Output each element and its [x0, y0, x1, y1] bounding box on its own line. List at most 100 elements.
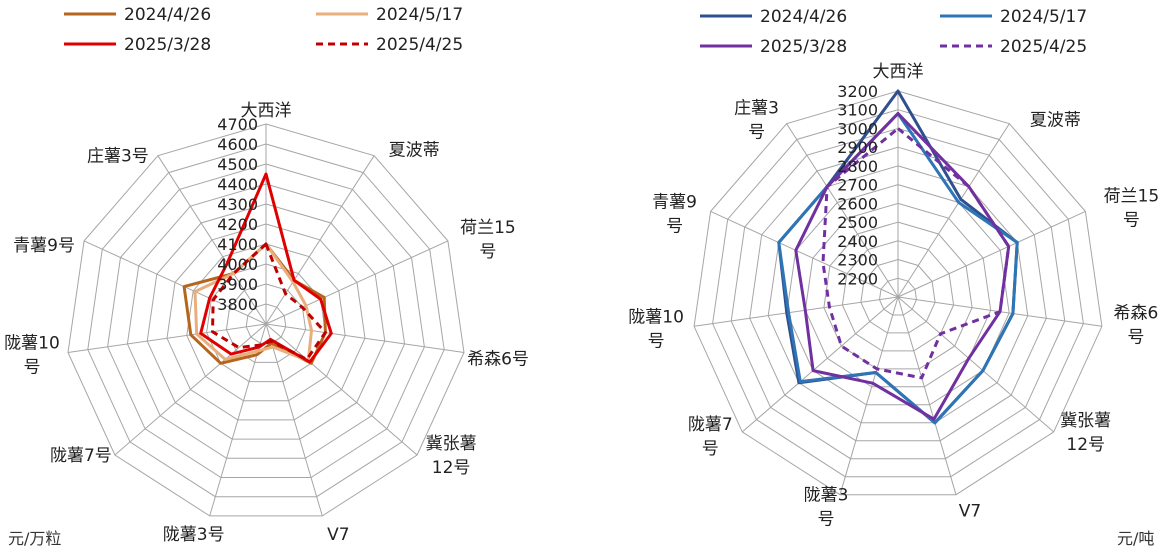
spoke-line	[265, 323, 418, 456]
category-label: 陇薯7号	[50, 446, 112, 466]
spoke-line	[265, 323, 465, 353]
grid-ring	[786, 184, 1010, 406]
grid-ring	[87, 143, 445, 498]
category-label: V7	[959, 502, 981, 522]
spoke-line	[786, 123, 899, 298]
tick-label: 4700	[217, 115, 258, 134]
tick-label: 3900	[217, 275, 258, 294]
left-legend: 2024/4/26 2024/5/17 2025/3/28 2025/4/25	[64, 5, 463, 55]
grid-ring	[730, 127, 1066, 460]
spoke-line	[157, 155, 267, 325]
category-label: 大西洋	[241, 101, 292, 121]
series-line	[193, 242, 313, 363]
spoke-line	[710, 210, 899, 298]
tick-label: 3100	[837, 101, 878, 120]
tick-label: 2700	[837, 176, 878, 195]
grid-ring	[841, 240, 955, 352]
grid-ring	[186, 243, 346, 402]
spoke-line	[839, 296, 899, 495]
tick-label: 2200	[837, 269, 878, 288]
tick-label: 4000	[217, 255, 258, 274]
legend-label: 2025/4/25	[1000, 37, 1087, 57]
left-radar-chart: 2024/4/26 2024/5/17 2025/3/28 2025/4/25 380…	[4, 5, 529, 548]
legend-label: 2025/3/28	[760, 37, 847, 57]
grid-ring	[712, 109, 1084, 478]
tick-label: 4400	[217, 175, 258, 194]
spoke-line	[897, 123, 1010, 298]
right-radar-grid	[693, 90, 1103, 496]
category-label: 陇薯3号	[163, 525, 225, 545]
tick-label: 4300	[217, 195, 258, 214]
right-radial-axis-ticks: 2200230024002500260027002800290030003100…	[837, 82, 878, 288]
category-label: 夏波蒂	[1030, 111, 1081, 131]
tick-label: 4200	[217, 215, 258, 234]
tick-label: 4500	[217, 155, 258, 174]
grid-ring	[749, 146, 1047, 442]
series-line	[199, 172, 333, 364]
tick-label: 3000	[837, 120, 878, 139]
spoke-line	[694, 296, 899, 327]
right-radar-chart: 2024/4/26 2024/5/17 2025/3/28 2025/4/25 220…	[628, 7, 1159, 548]
tick-label: 2400	[837, 232, 878, 251]
category-label: 大西洋	[873, 62, 924, 82]
legend-label: 2025/3/28	[124, 35, 211, 55]
category-label: V7	[327, 525, 349, 545]
spoke-line	[897, 296, 957, 495]
spoke-line	[897, 210, 1086, 298]
series-line	[821, 127, 1011, 380]
right-radar-series	[777, 89, 1019, 425]
tick-label: 2300	[837, 251, 878, 270]
grid-ring	[860, 258, 936, 334]
category-label: 冀张薯 12号	[426, 434, 477, 478]
left-radar-series	[182, 172, 333, 365]
tick-label: 3200	[837, 82, 878, 101]
tick-label: 2900	[837, 138, 878, 157]
tick-label: 4600	[217, 135, 258, 154]
spoke-line	[741, 296, 899, 433]
legend-label: 2024/4/26	[124, 5, 211, 25]
legend-label: 2024/4/26	[760, 7, 847, 27]
tick-label: 4100	[217, 235, 258, 254]
tick-label: 2600	[837, 194, 878, 213]
category-label: 荷兰15 号	[1104, 186, 1160, 230]
category-label: 荷兰15 号	[460, 218, 516, 262]
grid-ring	[107, 163, 425, 478]
grid-ring	[126, 183, 406, 459]
category-label: 青薯9号	[13, 236, 75, 256]
grid-ring	[225, 283, 307, 363]
grid-ring	[693, 90, 1103, 496]
spoke-line	[265, 323, 323, 517]
spoke-line	[114, 323, 267, 456]
category-label: 希森6号	[467, 350, 529, 370]
category-label: 庄薯3号	[87, 147, 149, 167]
grid-ring	[878, 277, 918, 316]
category-label: 陇薯10 号	[628, 307, 684, 351]
left-radar-grid	[67, 123, 465, 517]
tick-label: 2500	[837, 213, 878, 232]
spoke-line	[265, 155, 375, 325]
series-line	[777, 112, 1019, 425]
category-label: 陇薯10 号	[4, 334, 60, 378]
spoke-line	[897, 296, 1055, 433]
legend-label: 2025/4/25	[376, 35, 463, 55]
legend-label: 2024/5/17	[376, 5, 463, 25]
grid-ring	[823, 221, 973, 370]
grid-ring	[804, 202, 992, 388]
spoke-line	[265, 240, 449, 325]
tick-label: 3800	[217, 295, 258, 314]
spoke-line	[83, 240, 267, 325]
category-label: 冀张薯 12号	[1060, 411, 1111, 455]
grid-ring	[146, 203, 386, 440]
series-line	[794, 112, 1011, 421]
right-unit-label: 元/吨	[1117, 529, 1154, 548]
category-label: 夏波蒂	[389, 141, 440, 161]
